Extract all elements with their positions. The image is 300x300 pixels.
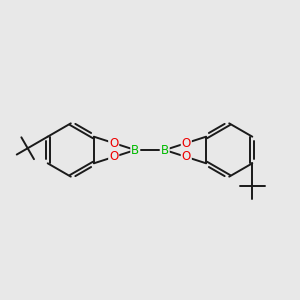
Text: O: O xyxy=(109,150,119,164)
Text: B: B xyxy=(161,143,169,157)
Text: O: O xyxy=(182,150,191,164)
Text: O: O xyxy=(182,136,191,150)
Text: B: B xyxy=(131,143,139,157)
Text: O: O xyxy=(109,136,119,150)
